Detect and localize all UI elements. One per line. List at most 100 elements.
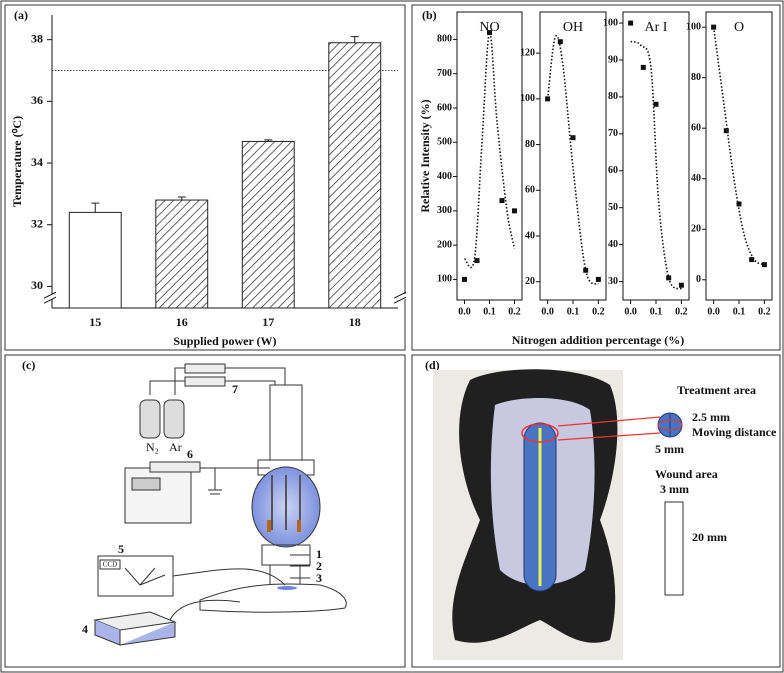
bar	[68, 211, 122, 309]
point	[761, 262, 767, 268]
point	[595, 276, 601, 282]
cable	[169, 599, 241, 621]
caption: 3 mm	[660, 482, 689, 496]
axis-break	[43, 291, 407, 304]
component-label: 7	[232, 382, 238, 396]
point	[570, 135, 576, 141]
x-tick-label: 0.0	[541, 306, 554, 317]
cylinder	[139, 399, 161, 439]
bar	[328, 42, 382, 309]
y-tick-label: 80	[608, 91, 618, 102]
fit-curve	[546, 34, 599, 285]
bar	[241, 140, 295, 309]
y-tick-label: 32	[31, 216, 43, 230]
y-tick-label: 100	[603, 17, 618, 28]
mouse	[199, 583, 347, 613]
x-tick-label: 0.1	[567, 306, 580, 317]
point	[499, 198, 505, 204]
y-tick-label: 200	[437, 239, 452, 250]
y-tick-label: 600	[437, 102, 452, 113]
y-tick-label: 40	[608, 239, 618, 250]
y-tick-label: 60	[691, 123, 701, 134]
fit-curve	[463, 31, 516, 269]
x-axis-label: Nitrogen addition percentage (%)	[512, 333, 685, 347]
x-tick-label: 0.1	[483, 306, 496, 317]
panel-frame	[411, 354, 781, 668]
point	[628, 20, 634, 26]
caption: Treatment area	[677, 383, 756, 397]
caption: 2.5 mm	[692, 410, 730, 424]
plot-title: O	[734, 20, 744, 35]
panel-label: (b)	[422, 8, 437, 22]
point	[640, 64, 646, 70]
error-bar	[350, 36, 359, 43]
wound-rect	[664, 501, 684, 596]
x-tick-label: 18	[349, 315, 361, 329]
point	[736, 201, 742, 207]
plot-title: Ar I	[645, 20, 668, 35]
panel-label: (a)	[14, 8, 28, 22]
setup-diagram: (c) N₂ Ar 7 1 2 3 6 CCD 5 4	[22, 358, 347, 646]
y-tick-label: 30	[608, 276, 618, 287]
bar	[155, 199, 209, 309]
plot-frame	[622, 11, 690, 301]
x-tick-label: 0.2	[758, 306, 771, 317]
y-tick-label: 34	[31, 155, 43, 169]
x-tick-label: 0.2	[508, 306, 521, 317]
ccd	[99, 559, 121, 570]
device-side	[94, 620, 176, 646]
x-tick-label: 0.2	[592, 306, 605, 317]
y-tick-label: 100	[686, 21, 701, 32]
tube	[269, 384, 303, 461]
panel-label: (c)	[22, 358, 35, 372]
plasma-spot	[277, 586, 297, 590]
y-tick-label: 500	[437, 137, 452, 148]
y-tick-label: 300	[437, 205, 452, 216]
y-tick-label: 60	[608, 165, 618, 176]
plot-title: OH	[563, 20, 583, 35]
y-tick-label: 700	[437, 68, 452, 79]
photo: (d) Treatment area 2.5 mm Moving distanc…	[425, 358, 777, 660]
x-tick-label: 0.0	[458, 306, 471, 317]
point	[557, 39, 563, 45]
error-bar	[264, 139, 273, 142]
point	[711, 24, 717, 30]
error-bar	[91, 202, 100, 213]
caption: Wound area	[655, 467, 718, 481]
y-tick-label: 100	[520, 93, 535, 104]
power-supply	[124, 467, 192, 524]
y-tick-label: 30	[31, 278, 43, 292]
panel-frame	[4, 4, 406, 351]
x-tick-label: 17	[262, 315, 274, 329]
jet-body	[269, 564, 301, 586]
cylinder	[163, 399, 185, 439]
y-tick-label: 90	[608, 54, 618, 65]
x-tick-label: 15	[89, 315, 101, 329]
component-label: 6	[187, 447, 193, 461]
display	[131, 477, 161, 491]
panel-frame	[4, 354, 406, 668]
zoom-highlight	[657, 419, 683, 431]
tip	[267, 520, 271, 532]
point	[666, 275, 672, 281]
camera-label: CCD	[103, 561, 117, 569]
gas-label: Ar	[169, 440, 182, 454]
caption: 5 mm	[655, 442, 684, 456]
component-label: 4	[82, 622, 88, 636]
y-tick-label: 400	[437, 171, 452, 182]
y-tick-label: 36	[31, 93, 43, 107]
panel-label: (d)	[425, 358, 440, 372]
x-tick-label: 0.1	[733, 306, 746, 317]
y-tick-label: 60	[525, 185, 535, 196]
y-tick-label: 70	[608, 128, 618, 139]
y-tick-label: 80	[525, 139, 535, 150]
y-tick-label: 40	[691, 173, 701, 184]
plot-frame	[539, 11, 607, 301]
x-tick-label: 0.0	[707, 306, 720, 317]
gas-line	[149, 367, 286, 395]
y-tick-label: 20	[525, 276, 535, 287]
point	[678, 282, 684, 288]
power-top	[149, 461, 201, 473]
y-tick-label: 50	[608, 202, 618, 213]
